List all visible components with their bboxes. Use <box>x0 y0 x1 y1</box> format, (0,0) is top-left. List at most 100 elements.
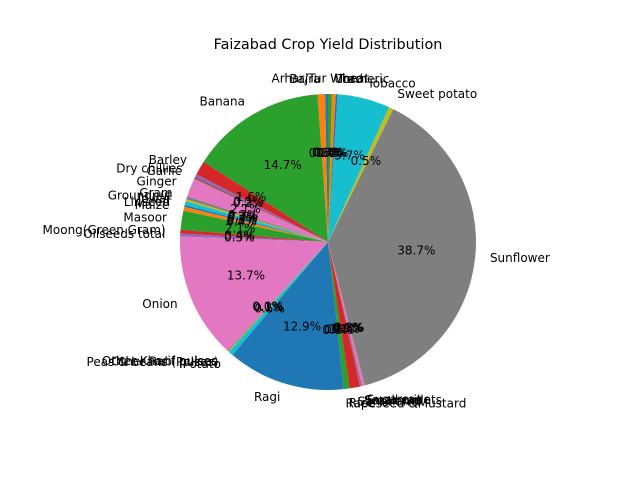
slice-label-moong-green-gram: Moong(Green Gram) <box>43 223 166 237</box>
slice-percent-masoor: 2.1% <box>225 221 256 235</box>
slice-garlic <box>194 176 328 242</box>
slice-label-sesamum: Sesamum <box>364 393 424 407</box>
slice-label-onion: Onion <box>142 297 177 311</box>
slice-maize <box>183 206 328 242</box>
slice-label-sunflower: Sunflower <box>490 251 550 265</box>
slice-percent-tobacco: 5.7% <box>334 148 365 162</box>
slice-percent-rice: 0.6% <box>324 323 355 337</box>
slice-percent-turmeric: 0.2% <box>318 146 349 160</box>
slice-label-other-rabi-pulses: Other Rabi pulses <box>111 354 218 368</box>
slice-label-ginger: Ginger <box>136 175 176 189</box>
slice-percent-oilseeds-total: 0.3% <box>224 230 255 244</box>
slice-label-wheat: Wheat <box>330 72 369 86</box>
slice-percent-sesamum: 0.1% <box>332 321 363 335</box>
slice-percent-arhar-tur: 0.3% <box>312 146 343 160</box>
slice-peas-beans-pulses <box>228 242 328 352</box>
slice-linseed <box>184 204 328 242</box>
slice-tobacco <box>328 94 389 242</box>
slice-percent-garlic: 0.2% <box>233 196 264 210</box>
pie-slices <box>179 94 477 390</box>
slice-label-other-kharif-pulses: Other Kharif pulses <box>102 354 217 368</box>
slice-label-banana: Banana <box>199 94 245 108</box>
slice-percent-other-rabi-pulses: 0.1% <box>253 300 284 314</box>
slice-label-sugarcane: Sugarcane <box>367 393 431 407</box>
slice-banana <box>203 94 328 242</box>
slice-label-arhar-tur: Arhar/Tur <box>271 72 326 86</box>
slice-label-dry-chillies: Dry chillies <box>116 162 182 176</box>
slice-percent-banana: 14.7% <box>264 158 302 172</box>
slice-label-rapeseed-mustard: Rapeseed &Mustard <box>345 396 466 410</box>
slice-urad <box>328 94 336 242</box>
slice-percent-maize: 0.4% <box>226 215 257 229</box>
slice-label-maize: Maize <box>135 198 170 212</box>
slice-sunflower <box>328 109 477 386</box>
slice-sannhamp <box>328 242 361 389</box>
slice-percent-ginger: 2.1% <box>230 202 261 216</box>
slice-barley <box>196 161 328 242</box>
slice-turmeric <box>328 94 338 242</box>
slice-percent-sugarcane: 0.3% <box>334 321 365 335</box>
slice-label-linseed: Linseed <box>124 195 170 209</box>
slice-percent-barley: 1.6% <box>236 190 267 204</box>
slice-sesamum <box>328 242 362 387</box>
slice-ragi <box>232 242 344 390</box>
slice-ginger <box>187 178 328 242</box>
slice-arhar-tur <box>325 94 328 242</box>
slice-label-masoor: Masoor <box>123 210 167 224</box>
slice-label-barley: Barley <box>149 153 187 167</box>
slice-label-potato: Potato <box>183 357 221 371</box>
chart-title: Faizabad Crop Yield Distribution <box>214 37 443 53</box>
slice-percent-wheat: 0.4% <box>314 146 345 160</box>
slice-label-turmeric: Turmeric <box>337 72 390 86</box>
slice-percent-linseed: 0.2% <box>227 213 258 227</box>
slice-label-peas-beans-pulses: Peas & beans (Pulses) <box>87 355 219 369</box>
slice-percent-urad: 0.4% <box>316 146 347 160</box>
slice-onion <box>179 236 328 351</box>
slice-label-gram: Gram <box>139 186 172 200</box>
slice-wheat <box>328 94 332 242</box>
slice-percent-small-millets: 0.1% <box>333 321 364 335</box>
slice-percent-potato: 0.5% <box>254 301 285 315</box>
slice-label-ragi: Ragi <box>254 390 280 404</box>
slice-bajra <box>317 94 328 242</box>
slice-rice <box>328 242 350 390</box>
slice-label-garlic: Garlic <box>146 164 181 178</box>
slice-moong-green-gram <box>180 229 328 242</box>
slice-groundnut <box>185 199 328 242</box>
slice-label-jowar: Jowar <box>137 192 171 206</box>
slice-other-rabi-pulses <box>227 242 328 352</box>
slice-label-rice: Rice <box>349 396 375 410</box>
slice-label-tobacco: Tobacco <box>366 77 415 91</box>
slice-percent-moong-green-gram: 0.4% <box>224 228 255 242</box>
slice-label-small-millets: Small millets <box>365 393 442 407</box>
slice-percent-onion: 13.7% <box>227 269 265 283</box>
pie-labels: Arhar/Tur 0.3% Bajra 0.8% Banana 14.7% Barley 1… <box>43 72 550 411</box>
slice-label-sweet-potato: Sweet potato <box>397 87 477 101</box>
slice-percent-groundnut: 0.2% <box>228 209 259 223</box>
slice-dry-chillies <box>195 174 328 242</box>
slice-label-oilseeds-total: Oilseeds total <box>83 227 165 241</box>
slice-gram <box>186 196 328 242</box>
slice-sweet-potato <box>328 107 394 242</box>
slice-percent-dry-chillies: 0.3% <box>233 195 264 209</box>
slice-percent-gram: 0.3% <box>228 208 259 222</box>
slice-potato <box>228 242 328 356</box>
slice-percent-sunflower: 38.7% <box>397 244 435 258</box>
slice-percent-ragi: 12.9% <box>283 319 321 333</box>
slice-jowar <box>184 201 328 242</box>
slice-sugarcane <box>328 242 365 387</box>
slice-label-groundnut: Groundnut <box>108 189 172 203</box>
slice-percent-peas-beans-pulses: 0.1% <box>253 300 284 314</box>
slice-label-sannhamp: Sannhamp <box>358 395 422 409</box>
slice-percent-jowar: 0.4% <box>227 211 258 225</box>
slice-label-urad: Urad <box>334 72 363 86</box>
slice-oilseeds-total <box>180 233 328 242</box>
slice-percent-sannhamp: 1.1% <box>329 322 360 336</box>
slice-percent-bajra: 0.8% <box>309 146 340 160</box>
slice-small-millets <box>328 242 362 387</box>
slice-percent-other-kharif-pulses: 0.0% <box>252 300 283 314</box>
slice-percent-rapeseed-mustard: 0.0% <box>322 323 353 337</box>
slice-masoor <box>180 210 328 242</box>
slice-percent-sweet-potato: 0.5% <box>351 154 382 168</box>
